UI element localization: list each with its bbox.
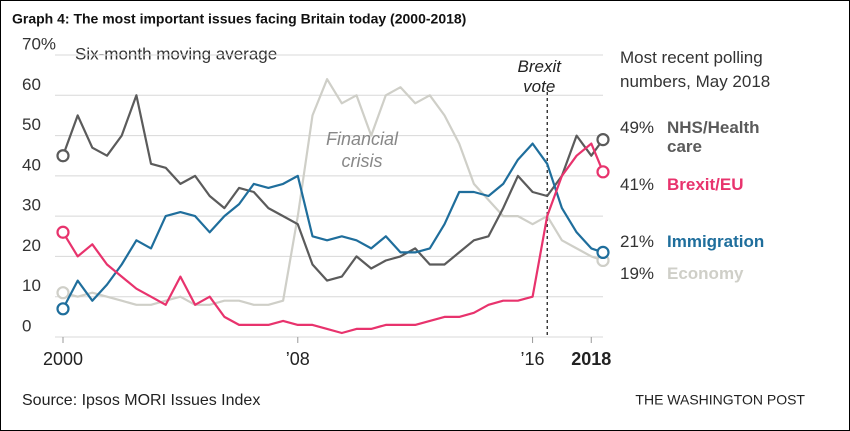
legend-title: Most recent polling numbers, May 2018 xyxy=(620,48,771,91)
series-line xyxy=(61,94,604,282)
legend-label: Brexit/EU xyxy=(667,175,744,194)
end-marker xyxy=(56,286,70,300)
legend-label: Economy xyxy=(667,264,744,283)
annotation: Brexit vote xyxy=(518,57,563,96)
y-tick-label: 30 xyxy=(22,196,41,215)
y-tick-label: 50 xyxy=(22,115,41,134)
chart-title: Graph 4: The most important issues facin… xyxy=(12,11,466,27)
latest-value: 41% xyxy=(620,175,655,194)
end-marker xyxy=(56,302,70,316)
legend-item: 41% Brexit/EU xyxy=(620,175,790,194)
y-tick-label: 20 xyxy=(22,236,41,255)
y-tick-label: 70% xyxy=(22,34,56,53)
x-tick-label: 2018 xyxy=(571,349,611,369)
end-marker xyxy=(56,149,70,163)
x-tick-label: ’08 xyxy=(286,349,310,369)
y-tick-label: 10 xyxy=(22,276,41,295)
subtitle: Six-month moving average xyxy=(75,44,277,63)
latest-value: 19% xyxy=(620,264,655,283)
legend-item: 49% NHS/Health care xyxy=(620,118,790,156)
legend-item: 21% Immigration xyxy=(620,232,790,251)
legend-label: NHS/Health care xyxy=(667,118,760,156)
end-marker xyxy=(596,165,610,179)
x-tick-label: 2000 xyxy=(43,349,83,369)
series-line xyxy=(62,78,604,306)
latest-value: 49% xyxy=(620,118,655,137)
latest-value: 21% xyxy=(620,232,655,251)
x-tick-label: ’16 xyxy=(521,349,545,369)
series-line xyxy=(62,142,605,335)
end-marker xyxy=(596,133,610,147)
legend-item: 19% Economy xyxy=(620,264,790,283)
legend-label: Immigration xyxy=(667,232,765,251)
y-tick-label: 60 xyxy=(22,75,41,94)
y-tick-label: 0 xyxy=(22,316,31,335)
end-marker xyxy=(596,245,610,259)
end-marker xyxy=(56,225,70,239)
series-line xyxy=(62,142,604,310)
annotation: Financial crisis xyxy=(326,129,399,171)
grid: 0 10 20 30 40 50 60 70% 2000 ’08 ’16 2018 Brexit vote… xyxy=(22,34,611,368)
y-tick-label: 40 xyxy=(22,155,41,174)
source: Source: Ipsos MORI Issues Index xyxy=(22,392,260,409)
lines xyxy=(56,78,610,335)
credit: THE WASHINGTON POST xyxy=(635,392,805,408)
